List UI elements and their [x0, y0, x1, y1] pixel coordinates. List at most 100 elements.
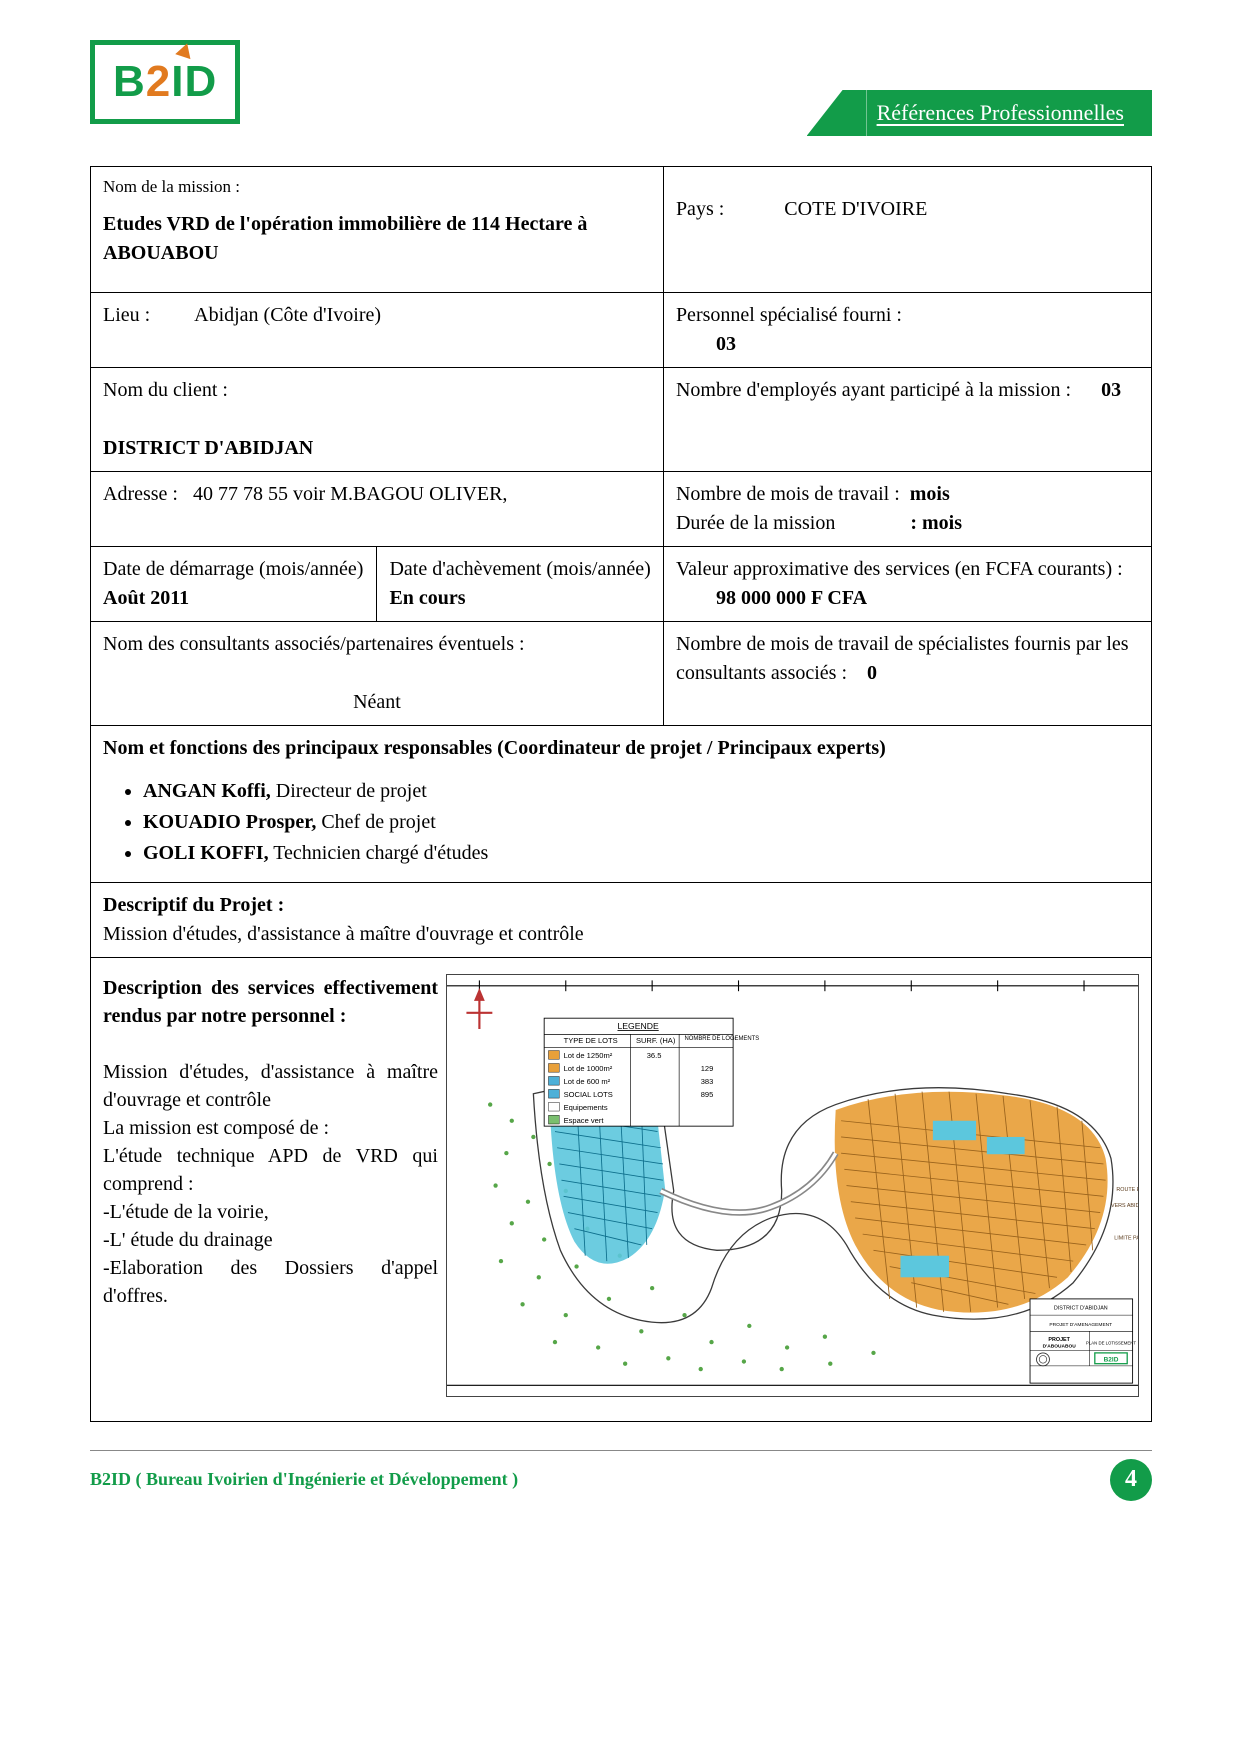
legend-row: Espace vert [548, 1115, 604, 1125]
location-label: Lieu : [103, 304, 150, 326]
map-svg: LEGENDE TYPE DE LOTS SURF. (HA) NOMBRE D… [447, 975, 1138, 1396]
banner-slant [807, 90, 867, 136]
mission-name-value: Etudes VRD de l'opération immobilière de… [103, 210, 651, 268]
svg-text:895: 895 [701, 1090, 714, 1099]
responsable-role: Chef de projet [316, 811, 435, 833]
responsable-role: Technicien chargé d'études [269, 842, 489, 864]
svg-text:SOCIAL LOTS: SOCIAL LOTS [564, 1090, 613, 1099]
logo-letter-2: 2 [146, 57, 171, 107]
logo: B 2 I D [90, 40, 240, 124]
services-desc-line: -L'étude de la voirie, [103, 1198, 438, 1226]
start-label: Date de démarrage (mois/année) [103, 558, 363, 580]
footer: B2ID ( Bureau Ivoirien d'Ingénierie et D… [90, 1450, 1152, 1501]
client-label: Nom du client : [103, 379, 228, 401]
consultants-label: Nom des consultants associés/partenaires… [103, 633, 525, 655]
svg-text:PLAN DE LOTISSEMENT: PLAN DE LOTISSEMENT [1086, 1340, 1136, 1345]
svg-text:Lot de 1250m²: Lot de 1250m² [564, 1051, 613, 1060]
country-value: COTE D'IVOIRE [784, 198, 927, 220]
map-cartridge: DISTRICT D'ABIDJAN PROJET D'AMENAGEMENT … [1030, 1299, 1136, 1383]
banner-title: Références Professionnelles [867, 90, 1152, 136]
svg-text:Lot de 1000m²: Lot de 1000m² [564, 1064, 613, 1073]
servicevalue-label: Valeur approximative des services (en FC… [676, 558, 1123, 580]
services-desc-line: -L' étude du drainage [103, 1226, 438, 1254]
services-desc-textblock: Description des services effectivement r… [103, 974, 438, 1397]
cell-employees: Nombre d'employés ayant participé à la m… [663, 367, 1151, 471]
responsable-role: Directeur de projet [271, 780, 427, 802]
cell-project-desc: Descriptif du Projet : Mission d'études,… [91, 882, 1152, 957]
specialists-value: 03 [676, 330, 736, 359]
svg-text:ROUTE EXIST.: ROUTE EXIST. [1116, 1187, 1138, 1193]
footer-text: B2ID ( Bureau Ivoirien d'Ingénierie et D… [90, 1469, 518, 1490]
cell-client: Nom du client : DISTRICT D'ABIDJAN [91, 367, 664, 471]
svg-text:VERS ABIDJAN: VERS ABIDJAN [1111, 1203, 1138, 1209]
end-label: Date d'achèvement (mois/année) [389, 558, 650, 580]
site-plan-map: LEGENDE TYPE DE LOTS SURF. (HA) NOMBRE D… [446, 974, 1139, 1397]
duration-value: : mois [910, 512, 962, 534]
client-value: DISTRICT D'ABIDJAN [103, 437, 313, 459]
cell-mission-name: Nom de la mission : Etudes VRD de l'opér… [91, 167, 664, 293]
responsable-item: KOUADIO Prosper, Chef de projet [143, 808, 1139, 837]
employees-label: Nombre d'employés ayant participé à la m… [676, 379, 1071, 401]
svg-text:LIMITE PARCELLE: LIMITE PARCELLE [1114, 1235, 1138, 1241]
logo-letter-b: B [113, 57, 146, 107]
responsable-item: GOLI KOFFI, Technicien chargé d'études [143, 839, 1139, 868]
project-desc-text: Mission d'études, d'assistance à maître … [103, 923, 584, 945]
page-number-badge: 4 [1110, 1459, 1152, 1501]
responsable-name: KOUADIO Prosper, [143, 811, 316, 833]
svg-text:PROJET: PROJET [1048, 1337, 1070, 1343]
servicevalue-value: 98 000 000 F CFA [676, 584, 867, 613]
consultant-months-value: 0 [867, 662, 877, 684]
reference-table: Nom de la mission : Etudes VRD de l'opér… [90, 166, 1152, 1422]
workmonths-value: mois [910, 483, 950, 505]
cell-consultant-months: Nombre de mois de travail de spécialiste… [663, 621, 1151, 725]
map-orange-zone [835, 1091, 1108, 1312]
cell-servicevalue: Valeur approximative des services (en FC… [663, 546, 1151, 621]
svg-text:383: 383 [701, 1077, 714, 1086]
services-desc-heading: Description des services effectivement r… [103, 974, 438, 1030]
svg-text:D'ABOUABOU: D'ABOUABOU [1043, 1343, 1077, 1349]
consultant-months-label: Nombre de mois de travail de spécialiste… [676, 633, 1129, 684]
services-desc-line: -Elaboration des Dossiers d'appel d'offr… [103, 1254, 438, 1310]
logo-text: B 2 I D [113, 57, 217, 107]
cell-consultants: Nom des consultants associés/partenaires… [91, 621, 664, 725]
consultants-value: Néant [103, 688, 651, 717]
compass-icon [466, 988, 492, 1029]
start-value: Août 2011 [103, 587, 189, 609]
header: B 2 I D Références Professionnelles [90, 40, 1152, 136]
svg-text:Equipements: Equipements [564, 1103, 608, 1112]
svg-text:DISTRICT D'ABIDJAN: DISTRICT D'ABIDJAN [1054, 1305, 1108, 1311]
cell-responsables: Nom et fonctions des principaux responsa… [91, 725, 1152, 882]
map-side-notes: ROUTE EXIST. VERS ABIDJAN LIMITE PARCELL… [1111, 1187, 1138, 1242]
workmonths-label: Nombre de mois de travail : [676, 483, 900, 505]
cell-specialists: Personnel spécialisé fourni : 03 [663, 292, 1151, 367]
svg-text:B2ID: B2ID [1104, 1356, 1119, 1363]
end-value: En cours [389, 587, 465, 609]
services-desc-line: Mission d'études, d'assistance à maître … [103, 1058, 438, 1114]
responsables-list: ANGAN Koffi, Directeur de projet KOUADIO… [143, 777, 1139, 868]
cell-location: Lieu : Abidjan (Côte d'Ivoire) [91, 292, 664, 367]
services-desc-line: L'étude technique APD de VRD qui compren… [103, 1142, 438, 1198]
svg-text:36.5: 36.5 [647, 1051, 662, 1060]
svg-text:TYPE DE LOTS: TYPE DE LOTS [564, 1036, 618, 1045]
svg-text:129: 129 [701, 1064, 714, 1073]
logo-letter-d: D [185, 57, 218, 107]
responsable-name: ANGAN Koffi, [143, 780, 271, 802]
cell-services-desc: Description des services effectivement r… [91, 957, 1152, 1421]
svg-text:NOMBRE DE LOGEMENTS: NOMBRE DE LOGEMENTS [685, 1035, 760, 1041]
address-value: 40 77 78 55 voir M.BAGOU OLIVER, [193, 483, 507, 505]
svg-text:PROJET D'AMENAGEMENT: PROJET D'AMENAGEMENT [1049, 1322, 1112, 1328]
legend-row: Equipements [548, 1102, 607, 1112]
svg-text:SURF. (HA): SURF. (HA) [636, 1036, 676, 1045]
cell-enddate: Date d'achèvement (mois/année) En cours [377, 546, 663, 621]
responsables-heading: Nom et fonctions des principaux responsa… [103, 734, 1139, 763]
location-value: Abidjan (Côte d'Ivoire) [194, 304, 381, 326]
services-desc-line: La mission est composé de : [103, 1114, 438, 1142]
banner: Références Professionnelles [807, 90, 1152, 136]
cell-address: Adresse : 40 77 78 55 voir M.BAGOU OLIVE… [91, 471, 664, 546]
employees-value: 03 [1101, 379, 1121, 401]
address-label: Adresse : [103, 483, 178, 505]
cell-workmonths: Nombre de mois de travail : mois Durée d… [663, 471, 1151, 546]
mission-name-label: Nom de la mission : [103, 175, 651, 200]
cell-country: Pays : COTE D'IVOIRE [663, 167, 1151, 293]
logo-letter-i: I [171, 57, 184, 107]
